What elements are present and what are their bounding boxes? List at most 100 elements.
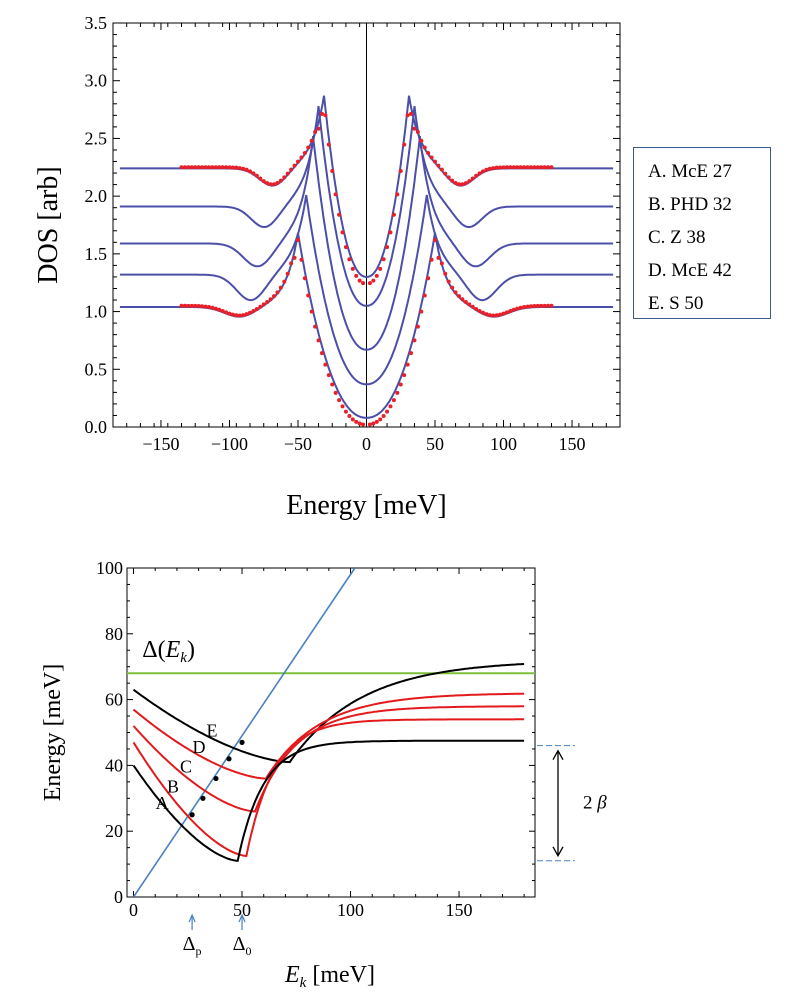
- data-point: [282, 279, 287, 284]
- x-tick-label: −150: [142, 434, 179, 454]
- data-point: [330, 382, 335, 387]
- data-point: [251, 171, 256, 176]
- data-point: [501, 165, 506, 170]
- data-point: [504, 310, 509, 315]
- data-point: [446, 279, 451, 284]
- intersection-point: [189, 812, 195, 818]
- y-tick-label: 0: [114, 887, 123, 907]
- data-point: [261, 179, 266, 184]
- data-point: [504, 165, 509, 170]
- data-point: [196, 304, 201, 309]
- energy-curve-A: [132, 739, 525, 862]
- data-point: [450, 178, 455, 183]
- data-point: [313, 130, 318, 135]
- data-point: [186, 165, 191, 170]
- data-point: [398, 382, 403, 387]
- data-point: [367, 281, 372, 286]
- data-point: [546, 303, 551, 308]
- y-axis-title: DOS [arb]: [33, 166, 64, 283]
- data-point: [439, 261, 444, 266]
- data-point: [546, 165, 551, 170]
- delta-label: Δ(Ek): [142, 637, 195, 666]
- legend-item: E. S 50: [648, 293, 704, 314]
- data-point: [278, 178, 283, 183]
- data-point: [528, 304, 533, 309]
- data-point: [200, 304, 205, 309]
- data-point: [474, 306, 479, 311]
- data-point: [429, 257, 434, 262]
- data-point: [237, 166, 242, 171]
- data-point: [203, 165, 208, 170]
- data-point: [193, 165, 198, 170]
- data-point: [385, 245, 390, 250]
- data-point: [539, 165, 544, 170]
- data-point: [388, 404, 393, 409]
- data-point: [306, 293, 311, 298]
- y-tick-label: 80: [105, 624, 123, 644]
- data-point: [319, 351, 324, 356]
- data-point: [508, 165, 513, 170]
- data-point: [299, 257, 304, 262]
- data-point: [402, 142, 407, 147]
- data-point: [518, 165, 523, 170]
- data-point: [480, 169, 485, 174]
- data-point: [227, 311, 232, 316]
- data-point: [241, 166, 246, 171]
- data-point: [450, 285, 455, 290]
- energy-curve-B: [132, 718, 525, 857]
- data-point: [220, 165, 225, 170]
- data-point: [234, 313, 239, 318]
- data-point: [210, 165, 215, 170]
- point-label: C: [180, 757, 192, 777]
- data-point: [487, 166, 492, 171]
- data-point: [292, 255, 297, 260]
- point-label: E: [207, 720, 218, 740]
- data-point: [285, 271, 290, 276]
- x-tick-label: 150: [446, 900, 473, 920]
- data-point: [436, 163, 441, 168]
- data-point: [295, 238, 300, 243]
- data-point: [539, 303, 544, 308]
- data-point: [258, 176, 263, 181]
- data-point: [217, 307, 222, 312]
- data-point: [385, 409, 390, 414]
- y-tick-label: 60: [105, 690, 123, 710]
- x-axis-title: Energy [meV]: [286, 490, 446, 521]
- y-tick-label: 100: [96, 558, 123, 578]
- diagonal-line: [132, 568, 356, 897]
- data-point: [395, 390, 400, 395]
- data-point: [391, 398, 396, 403]
- data-point: [477, 171, 482, 176]
- data-point: [333, 192, 338, 197]
- data-point: [278, 285, 283, 290]
- data-point: [542, 165, 547, 170]
- y-tick-label: 3.5: [85, 13, 108, 33]
- data-point: [426, 150, 431, 155]
- beta-arrowhead-top: [552, 749, 564, 760]
- data-point: [491, 166, 496, 171]
- data-point: [374, 273, 379, 278]
- data-point: [350, 266, 355, 271]
- data-point: [463, 299, 468, 304]
- data-point: [354, 273, 359, 278]
- data-point: [453, 290, 458, 295]
- x-tick-label: 50: [426, 434, 444, 454]
- data-point: [179, 303, 184, 308]
- data-point: [230, 312, 235, 317]
- data-point: [460, 182, 465, 187]
- data-point: [316, 338, 321, 343]
- data-point: [535, 303, 540, 308]
- data-point: [248, 310, 253, 315]
- data-point: [313, 324, 318, 329]
- data-point: [354, 419, 359, 424]
- y-tick-label: 40: [105, 755, 123, 775]
- data-point: [446, 175, 451, 180]
- data-point: [419, 138, 424, 143]
- data-point: [182, 165, 187, 170]
- data-point: [381, 257, 386, 262]
- data-point: [522, 305, 527, 310]
- data-point: [508, 308, 513, 313]
- data-point: [206, 165, 211, 170]
- data-point: [535, 165, 540, 170]
- data-point: [357, 421, 362, 426]
